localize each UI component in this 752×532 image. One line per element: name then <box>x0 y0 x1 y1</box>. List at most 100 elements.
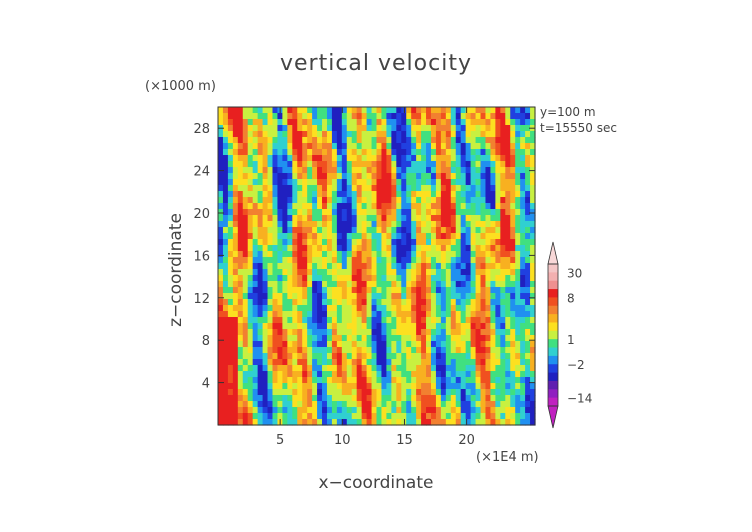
heatmap-cell <box>242 299 249 306</box>
heatmap-cell <box>356 269 363 276</box>
heatmap-cell <box>336 245 343 252</box>
heatmap-cell <box>455 269 462 276</box>
heatmap-cell <box>381 113 387 120</box>
heatmap-cell <box>282 311 288 318</box>
heatmap-cell <box>520 389 526 396</box>
heatmap-cell <box>530 137 536 144</box>
heatmap-cell <box>450 239 457 246</box>
heatmap-cell <box>366 275 373 282</box>
heatmap-cell <box>510 233 516 240</box>
heatmap-cell <box>371 197 378 204</box>
heatmap-cell <box>331 155 338 162</box>
heatmap-cell <box>485 269 492 276</box>
heatmap-cell <box>351 161 358 168</box>
heatmap-cell <box>515 131 521 138</box>
heatmap-cell <box>505 227 511 234</box>
heatmap-cell <box>515 413 521 420</box>
heatmap-cell <box>530 287 536 294</box>
heatmap-cell <box>326 371 333 378</box>
heatmap-cell <box>376 239 383 246</box>
heatmap-cell <box>326 275 333 282</box>
heatmap-cell <box>302 353 308 360</box>
heatmap-cell <box>391 179 397 186</box>
heatmap-cell <box>445 395 452 402</box>
heatmap-cell <box>396 119 402 126</box>
heatmap-cell <box>237 125 244 132</box>
heatmap-cell <box>292 239 298 246</box>
heatmap-cell <box>356 419 363 426</box>
heatmap-cell <box>331 353 338 360</box>
heatmap-cell <box>297 107 303 114</box>
heatmap-cell <box>227 293 234 300</box>
heatmap-cell <box>252 137 259 144</box>
heatmap-cell <box>465 383 472 390</box>
heatmap-cell <box>510 407 516 414</box>
heatmap-cell <box>262 161 269 168</box>
heatmap-cell <box>317 107 323 114</box>
heatmap-cell <box>262 383 269 390</box>
heatmap-cell <box>525 131 531 138</box>
heatmap-cell <box>495 203 501 210</box>
heatmap-cell <box>287 419 293 426</box>
heatmap-cell <box>366 413 373 420</box>
heatmap-cell <box>450 191 457 198</box>
colorbar-swatch <box>548 330 558 340</box>
heatmap-cell <box>287 269 293 276</box>
heatmap-cell <box>470 209 477 216</box>
heatmap-cell <box>530 191 536 198</box>
heatmap-cell <box>515 269 521 276</box>
heatmap-cell <box>252 209 259 216</box>
heatmap-cell <box>411 149 417 156</box>
heatmap-cell <box>302 203 308 210</box>
heatmap-cell <box>361 221 368 228</box>
heatmap-cell <box>426 227 432 234</box>
heatmap-cell <box>287 395 293 402</box>
heatmap-cell <box>480 287 487 294</box>
heatmap-cell <box>257 185 264 192</box>
heatmap-cell <box>218 311 224 318</box>
heatmap-cell <box>495 161 501 168</box>
heatmap-cell <box>232 203 239 210</box>
heatmap-cell <box>505 347 511 354</box>
heatmap-cell <box>351 347 358 354</box>
heatmap-cell <box>435 359 442 366</box>
heatmap-cell <box>505 179 511 186</box>
heatmap-cell <box>525 323 531 330</box>
heatmap-cell <box>346 185 353 192</box>
heatmap-cell <box>307 419 313 426</box>
heatmap-cell <box>361 251 368 258</box>
heatmap-cell <box>391 377 397 384</box>
heatmap-cell <box>312 305 318 312</box>
heatmap-cell <box>227 125 234 132</box>
heatmap-cell <box>227 191 234 198</box>
heatmap-cell <box>262 377 269 384</box>
heatmap-cell <box>440 191 447 198</box>
heatmap-cell <box>401 347 407 354</box>
heatmap-cell <box>317 377 323 384</box>
heatmap-cell <box>346 275 353 282</box>
heatmap-cell <box>406 269 412 276</box>
heatmap-cell <box>515 317 521 324</box>
heatmap-cell <box>371 353 378 360</box>
heatmap-cell <box>396 395 402 402</box>
heatmap-cell <box>222 161 229 168</box>
heatmap-cell <box>505 257 511 264</box>
heatmap-cell <box>282 155 288 162</box>
heatmap-cell <box>346 317 353 324</box>
heatmap-cell <box>262 209 269 216</box>
heatmap-cell <box>257 209 264 216</box>
heatmap-cell <box>237 227 244 234</box>
heatmap-cell <box>247 119 254 126</box>
heatmap-cell <box>411 215 417 222</box>
heatmap-cell <box>515 215 521 222</box>
heatmap-cell <box>505 287 511 294</box>
heatmap-cell <box>282 125 288 132</box>
heatmap-cell <box>440 239 447 246</box>
heatmap-cell <box>232 407 239 414</box>
heatmap-cell <box>312 221 318 228</box>
heatmap-cell <box>376 251 383 258</box>
heatmap-cell <box>490 221 496 228</box>
heatmap-cell <box>237 377 244 384</box>
heatmap-cell <box>515 263 521 270</box>
heatmap-cell <box>346 245 353 252</box>
